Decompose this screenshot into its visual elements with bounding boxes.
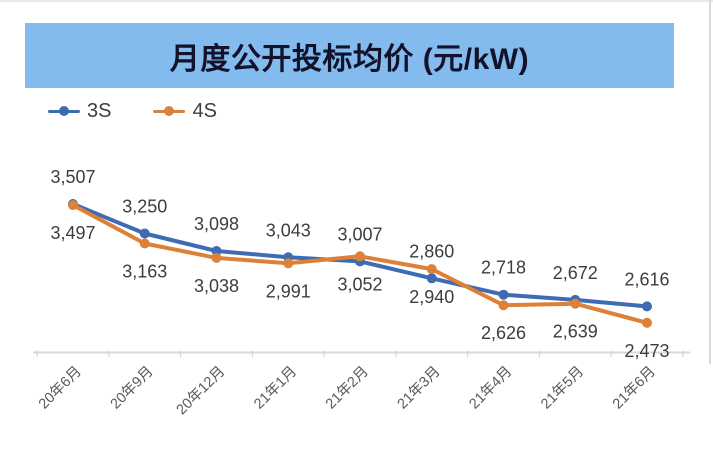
data-point-4s bbox=[570, 298, 581, 309]
legend-label-3s: 3S bbox=[87, 100, 112, 122]
legend-line-dot-icon bbox=[153, 106, 186, 117]
data-label-3s: 2,860 bbox=[409, 241, 454, 261]
data-point-3s bbox=[642, 301, 652, 312]
x-axis-label: 21年2月 bbox=[322, 363, 372, 413]
data-label-4s: 3,052 bbox=[337, 274, 382, 294]
data-point-4s bbox=[498, 300, 509, 311]
data-label-3s: 2,672 bbox=[553, 263, 598, 283]
data-label-3s: 3,007 bbox=[337, 224, 382, 244]
data-label-4s: 3,038 bbox=[194, 276, 239, 296]
x-axis-label: 20年6月 bbox=[35, 363, 85, 413]
data-point-3s bbox=[426, 273, 437, 284]
data-label-4s: 2,639 bbox=[553, 322, 598, 342]
data-label-3s: 3,043 bbox=[266, 220, 311, 240]
data-point-4s bbox=[139, 238, 150, 249]
photo-edge-top bbox=[0, 0, 713, 2]
legend-dot-icon bbox=[59, 106, 69, 116]
legend-item-3s[interactable]: 3S bbox=[48, 101, 111, 121]
data-point-4s bbox=[283, 258, 294, 269]
data-point-4s bbox=[355, 251, 365, 262]
data-label-4s: 2,940 bbox=[409, 287, 454, 307]
data-label-3s: 3,250 bbox=[122, 197, 167, 217]
legend-item-4s[interactable]: 4S bbox=[153, 100, 217, 122]
data-label-4s: 2,626 bbox=[481, 323, 526, 343]
data-label-4s: 2,991 bbox=[266, 281, 311, 301]
data-point-3s bbox=[498, 289, 509, 300]
x-axis-label: 20年9月 bbox=[107, 363, 157, 413]
data-label-3s: 3,507 bbox=[50, 167, 95, 187]
data-label-4s: 3,163 bbox=[122, 262, 167, 282]
photo-edge-right bbox=[709, 0, 711, 364]
title-banner: 月度公开投标均价 (元/kW) bbox=[25, 23, 674, 88]
data-point-4s bbox=[426, 264, 437, 275]
data-point-4s bbox=[68, 200, 78, 211]
legend-dot-icon bbox=[164, 106, 175, 116]
data-label-3s: 2,718 bbox=[481, 258, 526, 278]
x-axis-label: 21年5月 bbox=[537, 363, 587, 413]
data-label-4s: 2,473 bbox=[624, 341, 669, 361]
data-point-3s bbox=[139, 228, 150, 239]
x-axis-label: 21年6月 bbox=[609, 363, 659, 413]
data-point-4s bbox=[211, 252, 222, 263]
data-point-4s bbox=[642, 317, 652, 328]
x-axis-label: 21年4月 bbox=[466, 363, 516, 413]
x-axis-label: 21年3月 bbox=[394, 363, 444, 413]
x-axis-label: 21年1月 bbox=[250, 363, 300, 413]
data-point-3s bbox=[211, 246, 222, 256]
legend-label-4s: 4S bbox=[192, 100, 217, 122]
data-label-3s: 2,616 bbox=[624, 269, 669, 289]
chart-legend: 3S 4S bbox=[48, 99, 217, 123]
page-title: 月度公开投标均价 (元/kW) bbox=[169, 42, 530, 76]
data-label-4s: 3,497 bbox=[50, 223, 95, 243]
data-label-3s: 3,098 bbox=[194, 214, 239, 234]
legend-line-dot-icon bbox=[48, 106, 80, 117]
x-axis-label: 20年12月 bbox=[173, 363, 228, 418]
